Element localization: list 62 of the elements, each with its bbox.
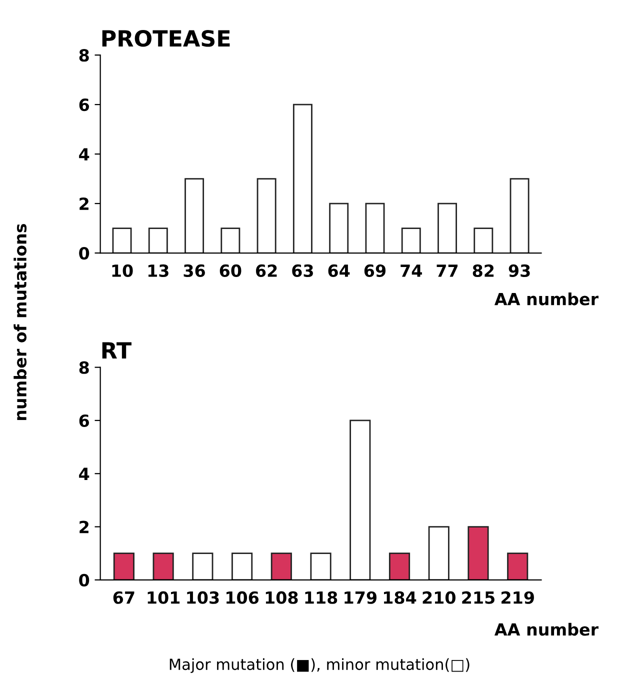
bar xyxy=(113,552,134,580)
bar xyxy=(388,552,410,580)
x-tick-label: 74 xyxy=(400,264,422,277)
bar xyxy=(329,202,349,254)
x-tick-label: 62 xyxy=(256,264,277,278)
bar xyxy=(192,552,214,580)
y-axis-title: number of mutations xyxy=(14,224,27,420)
bar xyxy=(438,202,457,254)
x-axis-title: AA number xyxy=(494,292,599,306)
y-tick-label: 4 xyxy=(79,468,90,480)
bar xyxy=(468,526,489,580)
bar xyxy=(292,104,312,254)
x-tick-label: 10 xyxy=(112,264,133,278)
bar xyxy=(184,178,204,254)
bar xyxy=(507,552,528,580)
bar xyxy=(474,228,494,254)
x-tick-label: 82 xyxy=(472,264,494,278)
bar xyxy=(350,420,371,580)
chart-title: PROTEASE xyxy=(102,30,230,47)
x-tick-label: 93 xyxy=(508,264,530,278)
x-tick-label: 67 xyxy=(113,591,134,604)
x-tick-label: 106 xyxy=(226,591,259,604)
x-tick-label: 215 xyxy=(462,591,494,604)
y-tick-label: 6 xyxy=(79,98,90,112)
y-tick-label: 8 xyxy=(79,361,89,374)
x-tick-label: 69 xyxy=(364,264,386,278)
x-tick-label: 13 xyxy=(148,264,168,278)
bar xyxy=(112,228,132,254)
bar xyxy=(401,228,421,254)
bar xyxy=(148,228,168,254)
bar xyxy=(270,552,292,580)
bar xyxy=(220,228,240,254)
x-tick-label: 179 xyxy=(344,591,376,604)
y-tick-label: 8 xyxy=(79,49,89,62)
x-tick-label: 36 xyxy=(184,264,205,278)
bar xyxy=(232,552,253,580)
text: Major mutation (■), minor mutation(□) xyxy=(170,658,470,674)
bar xyxy=(365,202,385,254)
bar xyxy=(510,178,530,254)
x-tick-label: 108 xyxy=(266,591,298,604)
bar xyxy=(428,526,450,580)
y-tick-label: 2 xyxy=(80,197,88,210)
x-tick-label: 118 xyxy=(305,591,338,604)
x-tick-label: 210 xyxy=(422,591,456,604)
y-tick-label: 6 xyxy=(79,414,90,428)
bar xyxy=(256,178,276,254)
x-tick-label: 64 xyxy=(328,264,350,278)
y-tick-label: 2 xyxy=(80,520,88,534)
x-tick-label: 77 xyxy=(436,264,458,277)
x-tick-label: 60 xyxy=(220,264,242,278)
x-tick-label: 219 xyxy=(502,591,534,604)
x-tick-label: 101 xyxy=(148,591,180,604)
bar xyxy=(152,552,174,580)
x-tick-label: 103 xyxy=(187,591,219,604)
x-tick-label: 63 xyxy=(292,264,313,278)
chart-title: RT xyxy=(102,342,132,358)
y-tick-label: 4 xyxy=(79,148,90,160)
x-axis-title: AA number xyxy=(494,622,599,636)
bar xyxy=(310,552,332,580)
x-tick-label: 184 xyxy=(384,591,416,604)
y-tick-label: 0 xyxy=(79,574,90,586)
y-tick-label: 0 xyxy=(79,246,90,260)
